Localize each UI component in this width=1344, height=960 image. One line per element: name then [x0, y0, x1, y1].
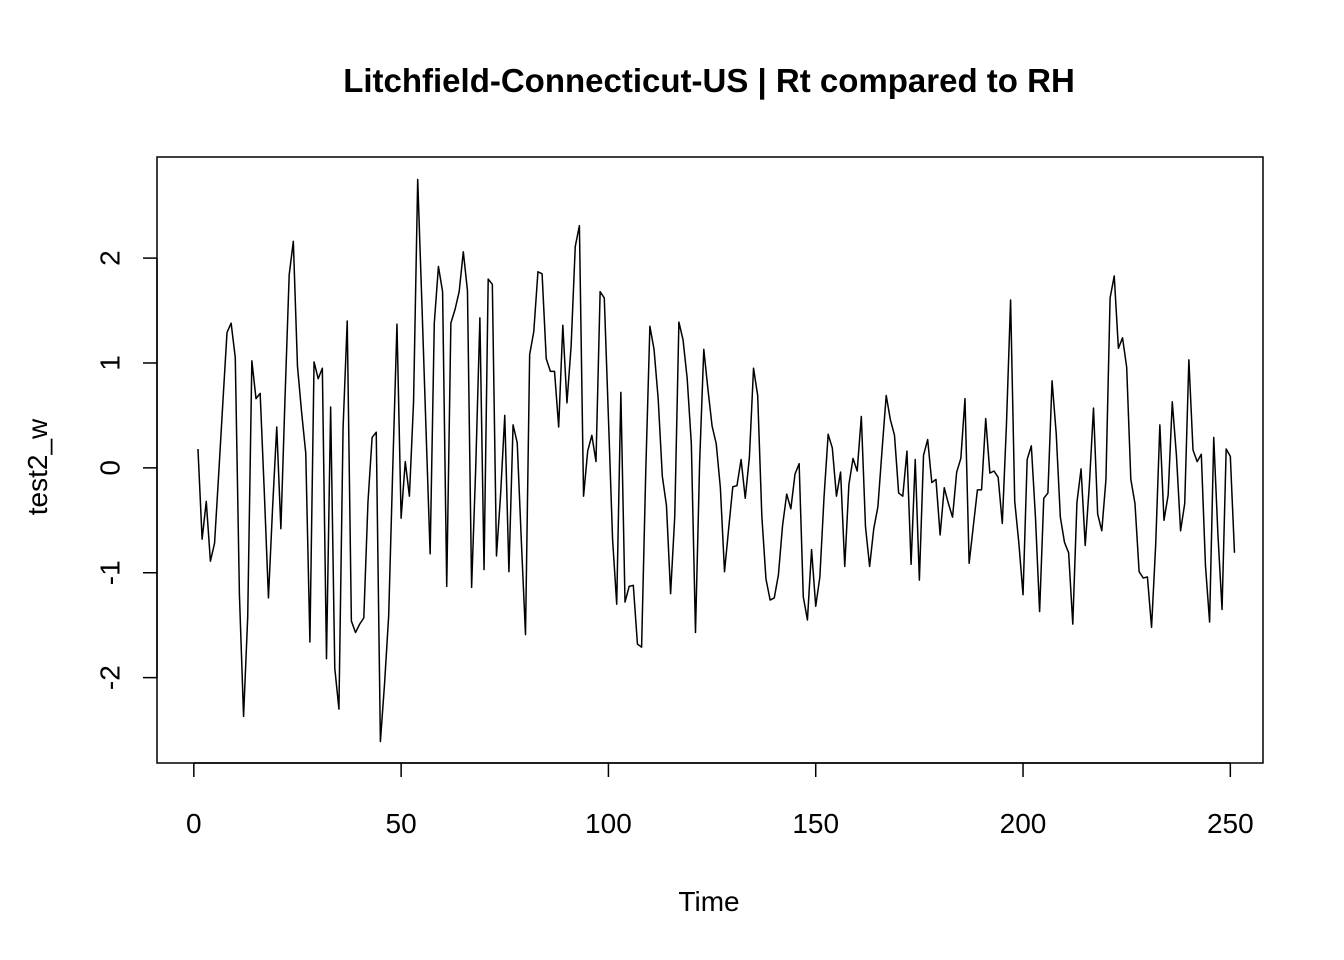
x-tick-label: 100 — [585, 808, 632, 839]
x-axis: 0 50 100 150 200 250 — [186, 762, 1254, 839]
y-axis-label: test2_w — [22, 418, 53, 515]
y-tick-label: 1 — [95, 355, 126, 371]
y-axis: -2 -1 0 1 2 — [95, 250, 158, 690]
plot-frame — [156, 156, 1264, 764]
x-tick-label: 50 — [386, 808, 417, 839]
chart-title: Litchfield-Connecticut-US | Rt compared … — [343, 62, 1075, 99]
x-tick-label: 200 — [1000, 808, 1047, 839]
x-tick-label: 150 — [792, 808, 839, 839]
x-tick-label: 250 — [1207, 808, 1254, 839]
y-tick-label: -2 — [95, 665, 126, 690]
y-tick-label: -1 — [95, 560, 126, 585]
series-line — [197, 178, 1236, 743]
y-tick-label: 0 — [95, 460, 126, 476]
y-tick-label: 2 — [95, 250, 126, 266]
x-tick-label: 0 — [186, 808, 202, 839]
x-axis-label: Time — [678, 886, 739, 917]
